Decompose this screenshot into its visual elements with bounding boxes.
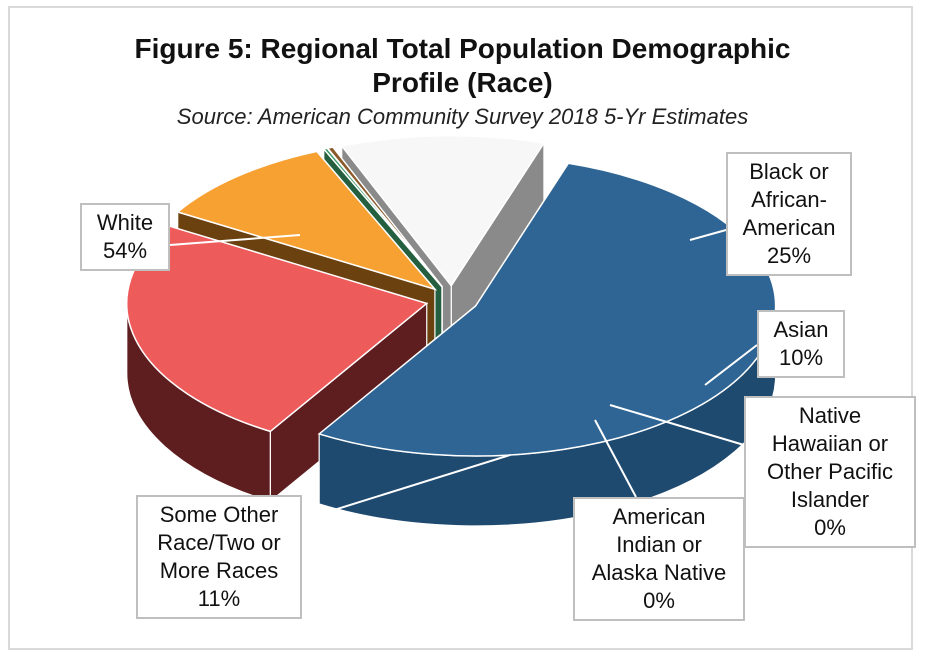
label-american-indian-line: American	[612, 504, 706, 529]
label-black-line: American	[742, 215, 836, 240]
pie-slice-white	[317, 162, 777, 457]
pie-slice-other	[340, 134, 546, 287]
leader-line-asian	[704, 344, 758, 386]
label-some-other-race-line: Race/Two or	[157, 530, 281, 555]
label-american-indian: American Indian or Alaska Native 0%	[573, 497, 745, 621]
pie-slice-aian	[326, 146, 443, 288]
chart-title-line-1: Figure 5: Regional Total Population Demo…	[134, 33, 791, 64]
label-american-indian-line: Indian or	[616, 532, 702, 557]
label-american-indian-line: 0%	[643, 588, 675, 613]
label-white: White 54%	[80, 203, 170, 271]
label-native-hawaiian-line: Other Pacific	[767, 459, 893, 484]
pie-slice-asian	[176, 150, 438, 291]
label-asian-line: 10%	[778, 345, 824, 370]
chart-frame	[8, 6, 913, 650]
label-black-line: 25%	[766, 243, 812, 268]
leader-line-other	[301, 454, 511, 521]
label-black: Black or African- American 25%	[726, 152, 852, 276]
label-asian: Asian 10%	[757, 310, 845, 378]
label-american-indian-line: Alaska Native	[591, 560, 727, 585]
label-native-hawaiian: Native Hawaiian or Other Pacific Islande…	[744, 396, 916, 548]
leader-line-white	[169, 234, 301, 246]
label-some-other-race-line: 11%	[197, 586, 241, 611]
chart-subtitle: Source: American Community Survey 2018 5…	[176, 104, 749, 129]
label-some-other-race-line: More Races	[159, 558, 279, 583]
chart-title-line-2: Profile (Race)	[372, 67, 553, 98]
leader-line-nhpi	[609, 404, 745, 446]
chart-title: Figure 5: Regional Total Population Demo…	[0, 32, 925, 100]
leader-line-black	[689, 229, 727, 241]
label-native-hawaiian-line: Native	[798, 403, 862, 428]
label-some-other-race-line: Some Other	[159, 502, 279, 527]
label-asian-line: Asian	[773, 317, 829, 342]
label-black-line: African-	[751, 187, 827, 212]
label-some-other-race: Some Other Race/Two or More Races 11%	[136, 495, 302, 619]
leader-line-aian	[594, 419, 637, 498]
label-white-line: 54%	[102, 238, 148, 263]
label-black-line: Black or	[749, 159, 829, 184]
label-native-hawaiian-line: Hawaiian or	[771, 431, 889, 456]
label-native-hawaiian-line: Islander	[790, 487, 870, 512]
label-native-hawaiian-line: 0%	[814, 515, 846, 540]
label-white-line: White	[96, 210, 154, 235]
